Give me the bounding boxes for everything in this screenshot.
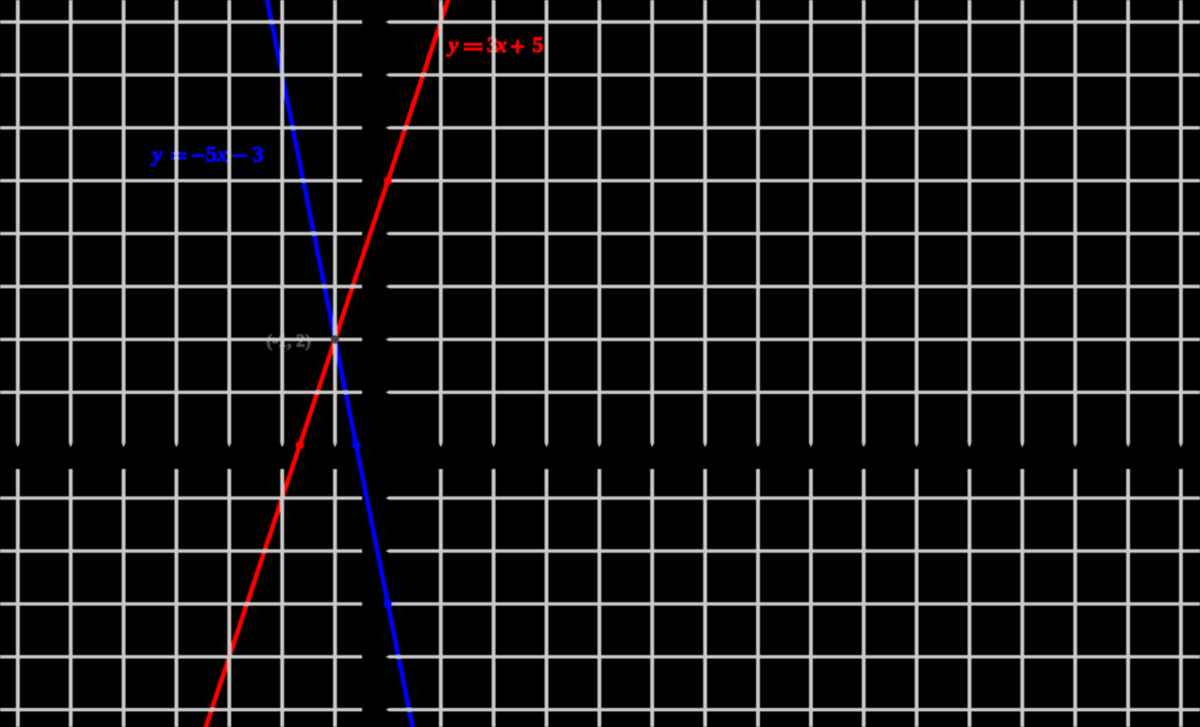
svg-text:3: 3 xyxy=(253,141,264,166)
svg-text:y: y xyxy=(446,32,459,57)
svg-text:5: 5 xyxy=(206,141,217,166)
svg-text:5: 5 xyxy=(532,32,543,57)
svg-text:x: x xyxy=(495,32,507,57)
svg-text:x: x xyxy=(216,141,228,166)
svg-text:y: y xyxy=(150,141,163,166)
